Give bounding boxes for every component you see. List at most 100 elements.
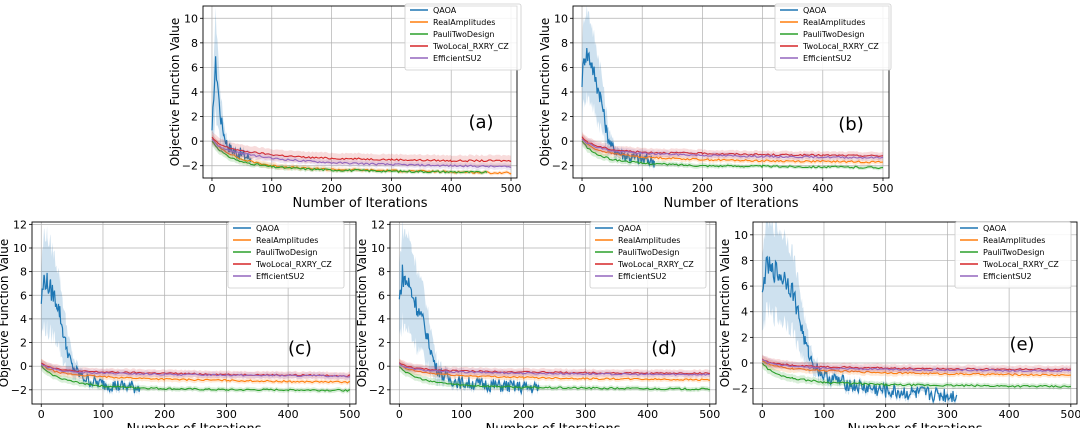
panel-label: (c) xyxy=(288,338,312,359)
legend-box xyxy=(227,221,345,289)
series-band-0 xyxy=(399,222,539,397)
series-band-3 xyxy=(212,131,511,168)
legend: QAOA RealAmplitudes PauliTwoDesign TwoLocal… xyxy=(227,221,345,289)
series-line-4 xyxy=(398,363,710,376)
y-tick-label: 0 xyxy=(378,360,385,373)
plot-area xyxy=(398,222,711,397)
x-tick-label: 200 xyxy=(513,408,534,421)
legend: QAOA RealAmplitudes PauliTwoDesign TwoLocal… xyxy=(404,3,522,71)
x-tick-label: 500 xyxy=(339,408,360,421)
series-band-2 xyxy=(399,361,710,393)
y-tick-label: 4 xyxy=(378,313,385,326)
chart-panel-1: 0 100 200 300 400 500 −2 0 2 4 6 8 10 Number of Itera… xyxy=(538,3,893,211)
chart-panel-3: 0 100 200 300 400 500 −2 0 2 4 6 8 10 12 Number of Ite… xyxy=(355,218,720,428)
series-line-0 xyxy=(211,56,252,163)
plot-area xyxy=(40,225,351,397)
plot-area xyxy=(211,7,512,176)
y-tick-label: 0 xyxy=(561,135,568,148)
series-band-4 xyxy=(212,134,511,171)
axes-frame xyxy=(752,221,1078,405)
series-band-1 xyxy=(762,355,1071,379)
chart-panel-2: 0 100 200 300 400 500 −2 0 2 4 6 8 10 12 Number of Ite… xyxy=(0,218,360,428)
x-tick-label: 500 xyxy=(699,408,720,421)
series-band-0 xyxy=(41,225,140,397)
y-tick-label: 10 xyxy=(734,229,748,242)
legend-entry: QAOA xyxy=(803,6,827,15)
x-tick-label: 500 xyxy=(1060,408,1080,421)
series-line-4 xyxy=(211,139,512,168)
x-tick-label: 400 xyxy=(441,182,462,195)
y-tick-label: 0 xyxy=(741,357,748,370)
plot-area xyxy=(581,6,884,172)
x-tick-label: 500 xyxy=(872,182,893,195)
x-tick-label: 100 xyxy=(451,408,472,421)
y-axis-label: Objective Function Value xyxy=(0,239,11,388)
series-band-1 xyxy=(41,358,350,386)
legend-entry: PauliTwoDesign xyxy=(256,248,318,257)
legend-entry: PauliTwoDesign xyxy=(433,30,495,39)
y-tick-label: 10 xyxy=(13,242,27,255)
panel-label: (b) xyxy=(838,114,863,135)
x-tick-label: 200 xyxy=(321,182,342,195)
y-tick-label: 10 xyxy=(371,242,385,255)
legend-box xyxy=(774,3,892,71)
x-axis-label: Number of Iterations xyxy=(848,422,983,428)
x-tick-label: 300 xyxy=(575,408,596,421)
series-band-0 xyxy=(212,7,251,166)
x-tick-label: 200 xyxy=(875,408,896,421)
x-tick-label: 100 xyxy=(92,408,113,421)
y-tick-label: 2 xyxy=(378,337,385,350)
series-band-4 xyxy=(399,359,710,379)
series-line-1 xyxy=(581,138,884,164)
y-tick-label: 4 xyxy=(741,306,748,319)
legend-entry: PauliTwoDesign xyxy=(618,248,680,257)
x-tick-label: 300 xyxy=(937,408,958,421)
x-tick-label: 100 xyxy=(261,182,282,195)
legend: QAOA RealAmplitudes PauliTwoDesign TwoLocal… xyxy=(774,3,892,71)
legend-entry: TwoLocal_RXRY_CZ xyxy=(802,42,879,51)
x-tick-label: 200 xyxy=(692,182,713,195)
x-tick-label: 200 xyxy=(154,408,175,421)
y-axis-label: Objective Function Value xyxy=(538,18,552,167)
x-tick-label: 300 xyxy=(752,182,773,195)
series-line-3 xyxy=(581,136,884,158)
y-tick-label: 4 xyxy=(191,86,198,99)
x-tick-label: 0 xyxy=(759,408,766,421)
series-line-2 xyxy=(211,140,488,174)
legend-entry: EfficientSU2 xyxy=(983,272,1032,281)
y-tick-label: 6 xyxy=(741,280,748,293)
legend-entry: RealAmplitudes xyxy=(803,18,865,27)
chart-panel-4: 0 100 200 300 400 500 −2 0 2 4 6 8 10 Number of Itera… xyxy=(718,221,1080,428)
legend-entry: PauliTwoDesign xyxy=(803,30,865,39)
series-line-3 xyxy=(211,136,512,163)
series-line-3 xyxy=(761,358,1072,371)
series-band-2 xyxy=(212,136,488,175)
series-band-2 xyxy=(582,136,883,171)
y-tick-label: 2 xyxy=(561,111,568,124)
y-tick-label: 4 xyxy=(561,86,568,99)
legend-entry: QAOA xyxy=(256,224,280,233)
series-line-1 xyxy=(762,360,1071,377)
legend-entry: TwoLocal_RXRY_CZ xyxy=(617,260,694,269)
x-tick-label: 0 xyxy=(38,408,45,421)
panel-label: (e) xyxy=(1009,334,1034,355)
x-tick-label: 100 xyxy=(632,182,653,195)
legend-entry: EfficientSU2 xyxy=(803,54,852,63)
legend-entry: TwoLocal_RXRY_CZ xyxy=(982,260,1059,269)
y-tick-label: 12 xyxy=(13,218,27,231)
y-tick-label: 8 xyxy=(20,266,27,279)
y-tick-label: 6 xyxy=(561,61,568,74)
x-tick-label: 300 xyxy=(216,408,237,421)
y-tick-label: 8 xyxy=(378,266,385,279)
legend-entry: QAOA xyxy=(433,6,457,15)
y-tick-label: 6 xyxy=(191,61,198,74)
y-tick-label: 2 xyxy=(741,331,748,344)
x-tick-label: 0 xyxy=(396,408,403,421)
plot-area xyxy=(761,222,1072,404)
x-tick-label: 400 xyxy=(637,408,658,421)
x-tick-label: 400 xyxy=(812,182,833,195)
y-tick-label: −2 xyxy=(732,383,748,396)
series-band-4 xyxy=(41,359,350,380)
legend-entry: EfficientSU2 xyxy=(618,272,667,281)
y-tick-label: 6 xyxy=(378,289,385,302)
